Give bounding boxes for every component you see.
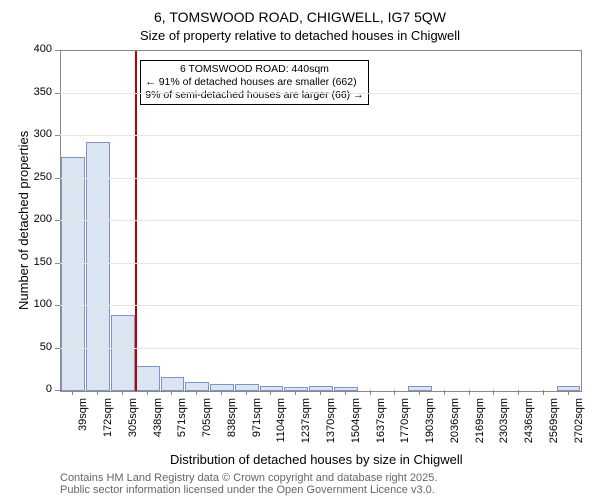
x-tick-label: 1770sqm (399, 398, 411, 448)
annot-line-3: 9% of semi-detached houses are larger (6… (145, 89, 363, 102)
y-tick (55, 93, 60, 94)
x-tick (370, 390, 371, 395)
x-tick-label: 2303sqm (498, 398, 510, 448)
gridline (60, 135, 580, 136)
x-tick (221, 390, 222, 395)
x-tick-label: 1903sqm (424, 398, 436, 448)
x-tick (295, 390, 296, 395)
y-tick-label: 200 (22, 213, 52, 225)
x-tick (345, 390, 346, 395)
x-tick (469, 390, 470, 395)
x-tick-label: 2702sqm (573, 398, 585, 448)
bar (111, 315, 135, 391)
bar (210, 384, 234, 391)
x-tick (518, 390, 519, 395)
x-tick (270, 390, 271, 395)
x-tick-label: 838sqm (226, 398, 238, 448)
x-tick (171, 390, 172, 395)
annot-line-2: ← 91% of detached houses are smaller (66… (145, 76, 363, 89)
reference-annotation: 6 TOMSWOOD ROAD: 440sqm ← 91% of detache… (140, 60, 368, 105)
gridline (60, 348, 580, 349)
x-tick (147, 390, 148, 395)
bar (136, 366, 160, 392)
x-tick-label: 305sqm (127, 398, 139, 448)
y-tick-label: 50 (22, 341, 52, 353)
x-tick (72, 390, 73, 395)
x-tick (444, 390, 445, 395)
y-tick-label: 350 (22, 86, 52, 98)
y-tick (55, 50, 60, 51)
chart-title: 6, TOMSWOOD ROAD, CHIGWELL, IG7 5QW (0, 0, 600, 26)
x-tick (196, 390, 197, 395)
gridline (60, 93, 580, 94)
chart-subtitle: Size of property relative to detached ho… (0, 28, 600, 43)
x-tick-label: 39sqm (77, 398, 89, 448)
y-tick (55, 348, 60, 349)
x-tick (568, 390, 569, 395)
bar (235, 384, 259, 391)
x-tick-label: 2569sqm (548, 398, 560, 448)
chart-container: 6, TOMSWOOD ROAD, CHIGWELL, IG7 5QW Size… (0, 0, 600, 500)
x-tick (97, 390, 98, 395)
reference-line (135, 51, 137, 391)
y-tick-label: 0 (22, 383, 52, 395)
y-tick (55, 390, 60, 391)
x-tick (543, 390, 544, 395)
x-tick-label: 2436sqm (523, 398, 535, 448)
x-tick (122, 390, 123, 395)
x-tick-label: 172sqm (102, 398, 114, 448)
gridline (60, 263, 580, 264)
y-tick-label: 250 (22, 171, 52, 183)
y-tick-label: 150 (22, 256, 52, 268)
x-tick-label: 1504sqm (350, 398, 362, 448)
gridline (60, 220, 580, 221)
y-tick (55, 263, 60, 264)
x-axis-label: Distribution of detached houses by size … (170, 452, 463, 467)
x-tick (493, 390, 494, 395)
y-tick (55, 305, 60, 306)
annot-line-1: 6 TOMSWOOD ROAD: 440sqm (145, 63, 363, 76)
x-tick-label: 1370sqm (325, 398, 337, 448)
x-tick (320, 390, 321, 395)
y-tick-label: 100 (22, 298, 52, 310)
bar (86, 142, 110, 391)
x-tick-label: 571sqm (176, 398, 188, 448)
bar (61, 157, 85, 391)
x-tick (246, 390, 247, 395)
x-tick-label: 971sqm (251, 398, 263, 448)
x-tick-label: 2169sqm (474, 398, 486, 448)
x-tick (419, 390, 420, 395)
gridline (60, 178, 580, 179)
x-tick-label: 2036sqm (449, 398, 461, 448)
attribution-text: Contains HM Land Registry data © Crown c… (60, 472, 437, 496)
y-tick (55, 178, 60, 179)
x-tick-label: 705sqm (201, 398, 213, 448)
x-tick-label: 1104sqm (275, 398, 287, 448)
x-tick-label: 438sqm (152, 398, 164, 448)
x-tick-label: 1637sqm (375, 398, 387, 448)
gridline (60, 305, 580, 306)
y-tick-label: 400 (22, 43, 52, 55)
y-tick-label: 300 (22, 128, 52, 140)
x-tick (394, 390, 395, 395)
y-tick (55, 135, 60, 136)
y-tick (55, 220, 60, 221)
bar (161, 377, 185, 391)
x-tick-label: 1237sqm (300, 398, 312, 448)
bar (334, 387, 358, 391)
